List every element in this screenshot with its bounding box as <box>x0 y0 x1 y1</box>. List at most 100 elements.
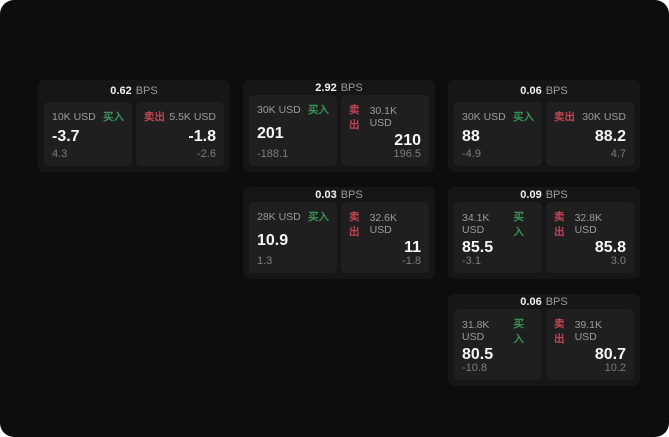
sell-delta: 10.2 <box>604 362 626 374</box>
sell-price: 80.7 <box>594 346 626 363</box>
bps-header: 0.62 BPS <box>38 80 230 102</box>
bps-header: 0.06 BPS <box>448 80 640 102</box>
sell-tag: 卖出 <box>144 111 165 123</box>
quote-card: 2.92 BPS 30K USD 买入 201 -188.1 卖出 30.1K … <box>243 80 435 172</box>
sell-delta: 4.7 <box>610 148 626 160</box>
bps-unit-label: BPS <box>135 85 158 97</box>
buy-panel[interactable]: 34.1K USD 买入 85.5 -3.1 <box>454 202 542 273</box>
buy-tag: 买入 <box>513 211 524 238</box>
buy-delta: 4.3 <box>52 148 68 160</box>
sell-price: -1.8 <box>188 128 216 145</box>
bps-header: 2.92 BPS <box>243 80 435 95</box>
buy-price: 85.5 <box>462 239 494 256</box>
sell-amount: 5.5K USD <box>169 110 216 123</box>
buy-amount: 30K USD <box>462 110 506 123</box>
bps-header: 0.06 BPS <box>448 294 640 309</box>
buy-panel[interactable]: 31.8K USD 买入 80.5 -10.8 <box>454 309 542 380</box>
sell-amount: 39.1K USD <box>574 319 603 343</box>
sell-price: 88.2 <box>594 128 626 145</box>
sell-panel[interactable]: 卖出 32.8K USD 85.8 3.0 <box>546 202 634 273</box>
sell-amount: 32.8K USD <box>574 212 603 236</box>
buy-panel[interactable]: 30K USD 买入 201 -188.1 <box>249 95 337 166</box>
quote-panels: 10K USD 买入 -3.7 4.3 卖出 5.5K USD -1.8 -2.… <box>38 102 230 172</box>
quotes-grid: 0.62 BPS 10K USD 买入 -3.7 4.3 卖出 5.5K USD… <box>38 80 640 386</box>
bps-header: 0.03 BPS <box>243 187 435 202</box>
sell-panel[interactable]: 卖出 5.5K USD -1.8 -2.6 <box>136 102 224 166</box>
bps-value: 0.62 <box>110 85 132 97</box>
sell-amount: 30.1K USD <box>369 105 398 129</box>
bps-header: 0.09 BPS <box>448 187 640 202</box>
bps-value: 0.06 <box>520 295 542 308</box>
buy-tag: 买入 <box>308 104 329 116</box>
buy-amount: 30K USD <box>257 103 301 116</box>
buy-tag: 买入 <box>513 318 524 345</box>
buy-delta: -188.1 <box>257 148 289 160</box>
sell-tag: 卖出 <box>554 211 565 238</box>
sell-panel-top: 卖出 30K USD <box>554 109 626 124</box>
bps-value: 0.06 <box>520 85 542 97</box>
buy-price: 201 <box>257 124 284 142</box>
sell-delta: -1.8 <box>402 255 421 267</box>
sell-panel[interactable]: 卖出 39.1K USD 80.7 10.2 <box>546 309 634 380</box>
buy-delta: -3.1 <box>462 255 481 267</box>
sell-tag: 卖出 <box>349 104 360 131</box>
quote-card: 0.62 BPS 10K USD 买入 -3.7 4.3 卖出 5.5K USD… <box>38 80 230 172</box>
sell-price: 85.8 <box>594 239 626 256</box>
quote-card: 0.06 BPS 30K USD 买入 88 -4.9 卖出 30K USD 8… <box>448 80 640 172</box>
quote-panels: 34.1K USD 买入 85.5 -3.1 卖出 32.8K USD 85.8… <box>448 202 640 279</box>
sell-panel[interactable]: 卖出 30K USD 88.2 4.7 <box>546 102 634 166</box>
sell-amount: 30K USD <box>582 110 626 123</box>
buy-amount: 34.1K USD <box>462 212 490 236</box>
quote-panels: 28K USD 买入 10.9 1.3 卖出 32.6K USD 11 -1.8 <box>243 202 435 279</box>
buy-amount: 28K USD <box>257 210 301 223</box>
quote-panels: 30K USD 买入 88 -4.9 卖出 30K USD 88.2 4.7 <box>448 102 640 172</box>
buy-delta: 1.3 <box>257 255 273 267</box>
sell-panel-top: 卖出 39.1K USD <box>554 316 626 346</box>
buy-panel-top: 31.8K USD 买入 <box>462 316 534 346</box>
sell-panel-top: 卖出 5.5K USD <box>144 109 216 124</box>
buy-panel-top: 10K USD 买入 <box>52 109 124 124</box>
buy-delta: -10.8 <box>462 362 488 374</box>
buy-tag: 买入 <box>513 111 534 123</box>
buy-panel[interactable]: 28K USD 买入 10.9 1.3 <box>249 202 337 273</box>
buy-price: -3.7 <box>52 128 80 145</box>
bps-unit-label: BPS <box>545 295 568 308</box>
quote-panels: 30K USD 买入 201 -188.1 卖出 30.1K USD 210 1… <box>243 95 435 172</box>
bps-unit-label: BPS <box>545 188 568 201</box>
quote-card: 0.06 BPS 31.8K USD 买入 80.5 -10.8 卖出 39.1… <box>448 294 640 386</box>
bps-unit-label: BPS <box>340 188 363 201</box>
buy-panel-top: 30K USD 买入 <box>462 109 534 124</box>
sell-tag: 卖出 <box>349 211 360 238</box>
quote-card: 0.09 BPS 34.1K USD 买入 85.5 -3.1 卖出 32.8K… <box>448 187 640 279</box>
buy-delta: -4.9 <box>462 148 481 160</box>
sell-price: 210 <box>394 132 421 149</box>
sell-tag: 卖出 <box>554 318 565 345</box>
buy-amount: 10K USD <box>52 110 96 123</box>
sell-price: 11 <box>404 239 421 256</box>
buy-panel[interactable]: 30K USD 买入 88 -4.9 <box>454 102 542 166</box>
sell-panel[interactable]: 卖出 30.1K USD 210 196.5 <box>341 95 429 166</box>
bps-value: 2.92 <box>315 81 337 94</box>
buy-panel-top: 28K USD 买入 <box>257 209 329 224</box>
buy-price: 10.9 <box>257 231 289 249</box>
buy-panel[interactable]: 10K USD 买入 -3.7 4.3 <box>44 102 132 166</box>
sell-panel-top: 卖出 30.1K USD <box>349 102 421 132</box>
sell-delta: -2.6 <box>197 148 216 160</box>
buy-tag: 买入 <box>103 111 124 123</box>
buy-amount: 31.8K USD <box>462 319 490 343</box>
buy-panel-top: 30K USD 买入 <box>257 102 329 117</box>
buy-price: 80.5 <box>462 346 494 363</box>
buy-panel-top: 34.1K USD 买入 <box>462 209 534 239</box>
bps-unit-label: BPS <box>340 81 363 94</box>
bps-unit-label: BPS <box>545 85 568 97</box>
bps-value: 0.09 <box>520 188 542 201</box>
bps-value: 0.03 <box>315 188 337 201</box>
sell-delta: 3.0 <box>610 255 626 267</box>
buy-tag: 买入 <box>308 211 329 223</box>
sell-tag: 卖出 <box>554 111 575 123</box>
quote-card: 0.03 BPS 28K USD 买入 10.9 1.3 卖出 32.6K US… <box>243 187 435 279</box>
quote-panels: 31.8K USD 买入 80.5 -10.8 卖出 39.1K USD 80.… <box>448 309 640 386</box>
buy-price: 88 <box>462 128 480 145</box>
sell-panel[interactable]: 卖出 32.6K USD 11 -1.8 <box>341 202 429 273</box>
